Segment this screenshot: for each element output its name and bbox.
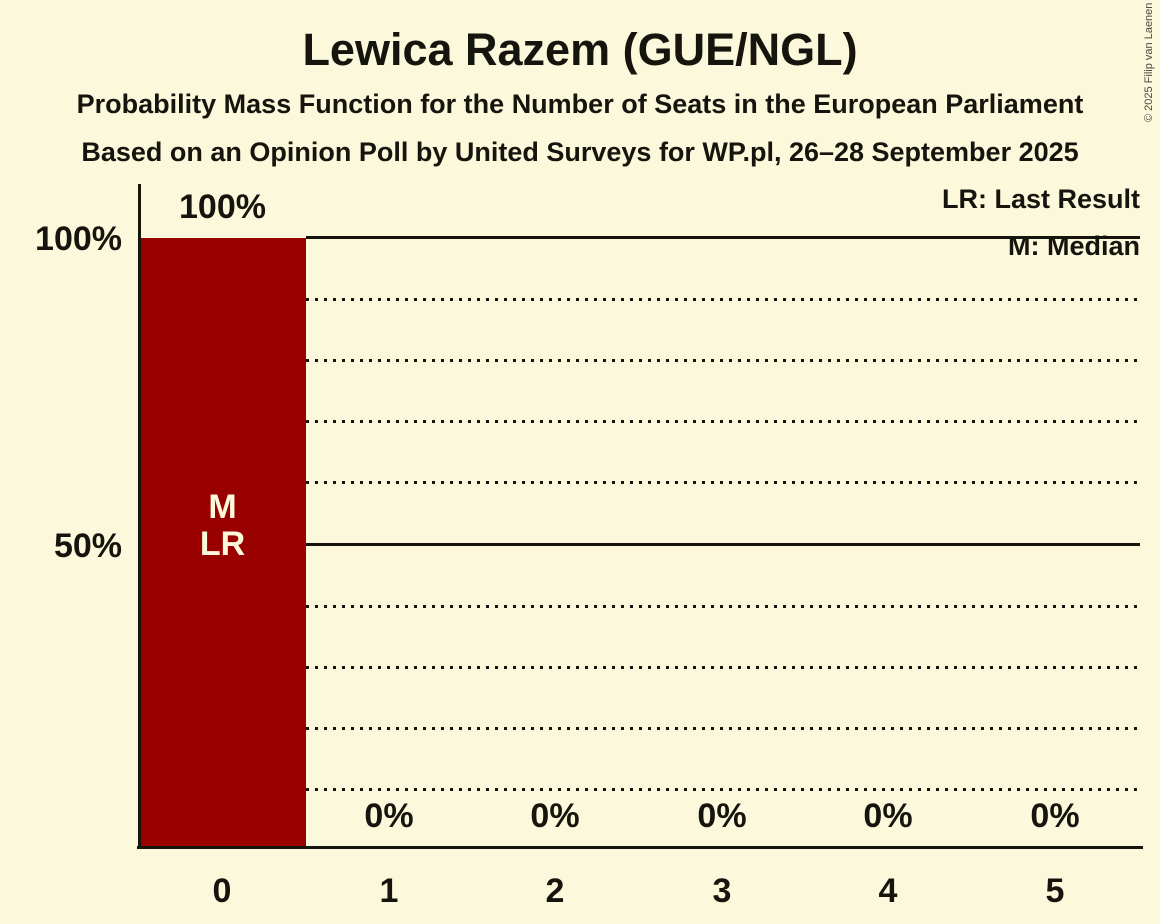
chart-subtitle-line2: Based on an Opinion Poll by United Surve… [81,137,1079,167]
gridline-dotted-60 [306,481,1140,484]
gridline-solid-100 [306,236,1140,239]
bar-value-label-1: 0% [364,797,414,835]
last-result-marker: LR [199,525,246,563]
gridline-dotted-10 [306,788,1140,791]
legend-last-result: LR: Last Result [941,184,1140,214]
gridline-dotted-90 [306,298,1140,301]
gridline-dotted-20 [306,727,1140,730]
x-axis-line [137,846,1143,849]
page-title: Lewica Razem (GUE/NGL) [302,24,858,75]
bar-annotation-labels: M LR [139,489,306,563]
x-tick-label-0: 0 [212,872,232,910]
copyright-notice: © 2025 Filip van Laenen [1143,2,1155,122]
chart-subtitle-line1: Probability Mass Function for the Number… [76,89,1084,119]
gridline-dotted-30 [306,666,1140,669]
x-tick-label-2: 2 [545,872,565,910]
gridline-dotted-80 [306,359,1140,362]
gridline-dotted-40 [306,605,1140,608]
y-tick-label-100: 100% [35,220,122,258]
gridline-dotted-70 [306,420,1140,423]
bar-value-label-2: 0% [530,797,580,835]
x-tick-label-1: 1 [379,872,399,910]
median-marker: M [208,488,237,526]
gridline-solid-50 [306,543,1140,546]
bar-seats-0 [141,238,306,846]
x-tick-label-5: 5 [1045,872,1065,910]
x-tick-label-3: 3 [712,872,732,910]
bar-value-label-0: 100% [179,188,266,226]
x-tick-label-4: 4 [878,872,898,910]
y-axis-line [138,184,141,849]
y-tick-label-50: 50% [53,527,122,565]
bar-value-label-5: 0% [1030,797,1080,835]
bar-value-label-4: 0% [863,797,913,835]
bar-value-label-3: 0% [697,797,747,835]
